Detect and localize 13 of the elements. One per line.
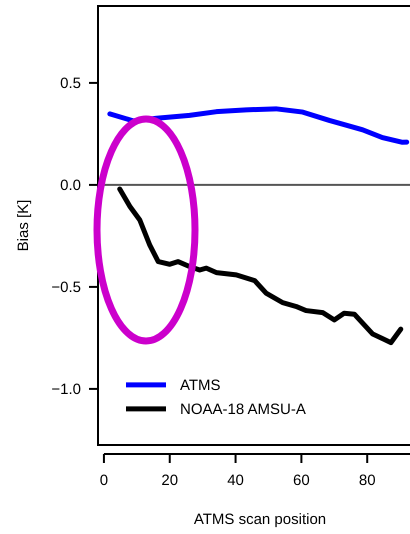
y-tick-label: −0.5 xyxy=(51,279,81,296)
legend-label: NOAA-18 AMSU-A xyxy=(180,401,306,418)
x-axis-title: ATMS scan position xyxy=(194,511,326,528)
y-axis-title: Bias [K] xyxy=(15,200,32,252)
x-tick-label: 80 xyxy=(358,472,376,489)
x-tick-label: 0 xyxy=(100,472,108,489)
y-tick-label: 0.5 xyxy=(60,75,81,92)
legend-label: ATMS xyxy=(180,377,221,394)
x-tick-label: 20 xyxy=(161,472,178,489)
y-tick-label: −1.0 xyxy=(51,381,81,398)
x-tick-label: 60 xyxy=(293,472,310,489)
x-tick-label: 40 xyxy=(227,472,244,489)
y-tick-label: 0.0 xyxy=(60,177,81,194)
